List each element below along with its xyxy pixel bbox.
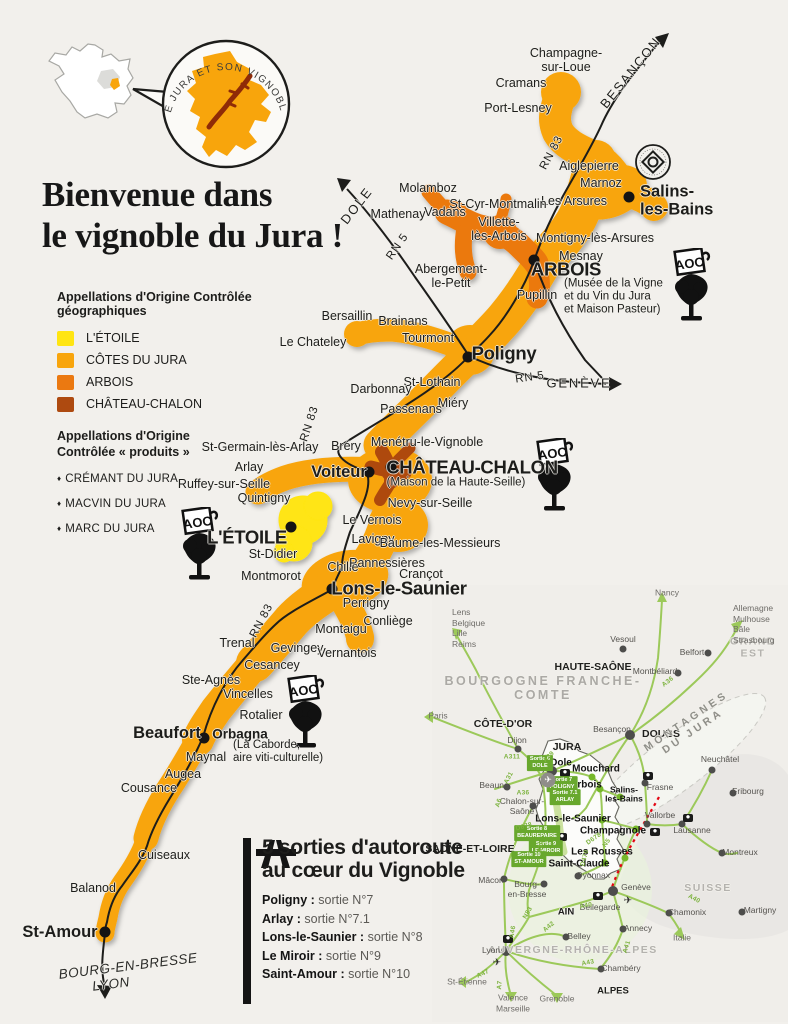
legend-item-label: CHÂTEAU-CHALON bbox=[86, 397, 202, 411]
legend-item-label: L'ÉTOILE bbox=[86, 331, 140, 345]
aoc-grape-glass-icon bbox=[535, 438, 574, 512]
swiss-border-red-dashed bbox=[610, 796, 660, 888]
diamond-bullet-icon: ♦ bbox=[57, 499, 62, 509]
legend-color-swatch bbox=[57, 352, 74, 368]
legend-color-swatch bbox=[57, 330, 74, 346]
legend-color-swatch bbox=[57, 396, 74, 412]
legend-item-label: ARBOIS bbox=[86, 375, 134, 389]
legend-produits-list: ♦ CRÉMANT DU JURA ♦ MACVIN DU JURA ♦ MARC DU … bbox=[57, 473, 337, 535]
highway-exit-line: Arlay : sortie N°7.1 bbox=[262, 910, 492, 929]
france-outline bbox=[48, 43, 134, 119]
motorway-icon bbox=[256, 840, 296, 868]
legend-heading-geographiques: Appellations d'Origine Contrôlée géograp… bbox=[57, 290, 252, 318]
legend-geo-list: L'ÉTOILE CÔTES DU JURA ARBOIS CHÂTEAU-CHALO… bbox=[57, 327, 337, 415]
highway-exit-line: Poligny : sortie N°7 bbox=[262, 891, 492, 910]
aoc-grape-glass-icon bbox=[672, 248, 711, 322]
highway-box-title: 5 sorties d'autoroute au cœur du Vignobl… bbox=[262, 836, 465, 883]
legend-produit-label: MACVIN DU JURA bbox=[65, 498, 166, 511]
legend-produit-label: MARC DU JURA bbox=[65, 523, 155, 536]
legend-item: ARBOIS bbox=[57, 371, 337, 393]
legend-produit-item: ♦ MACVIN DU JURA bbox=[57, 498, 337, 510]
title-line-1: Bienvenue dans bbox=[42, 175, 273, 214]
highway-exit-line: Saint-Amour : sortie N°10 bbox=[262, 965, 492, 984]
france-locator-inset: LE JURA ET SON VIGNOBLE bbox=[0, 0, 291, 169]
diamond-bullet-icon: ♦ bbox=[57, 524, 62, 534]
legend: Appellations d'Origine Contrôlée géograp… bbox=[57, 290, 337, 535]
exit-town: Poligny : bbox=[262, 893, 319, 908]
legend-item-label: CÔTES DU JURA bbox=[86, 353, 187, 367]
exit-number: sortie N°7.1 bbox=[304, 911, 370, 926]
highway-exits-box: 5 sorties d'autoroute au cœur du Vignobl… bbox=[262, 836, 492, 984]
area-cotes-du-jura bbox=[95, 72, 668, 943]
legend-produit-label: CRÉMANT DU JURA bbox=[65, 473, 178, 486]
legend-produit-item: ♦ CRÉMANT DU JURA bbox=[57, 473, 337, 485]
jura-highlight bbox=[110, 78, 120, 90]
diamond-bullet-icon: ♦ bbox=[57, 474, 62, 484]
inset-road-arrows bbox=[424, 592, 743, 1003]
main-road-arrows bbox=[97, 33, 669, 999]
page-title: Bienvenue dans le vignoble du Jura ! bbox=[42, 175, 343, 257]
exit-number: sortie N°7 bbox=[318, 893, 374, 908]
legend-heading-produits: Appellations d'Origine Contrôlée « produ… bbox=[57, 429, 190, 459]
highway-box-rule bbox=[243, 838, 251, 1004]
exit-town: Saint-Amour : bbox=[262, 967, 349, 982]
exit-number: sortie N°9 bbox=[325, 948, 381, 963]
unesco-heritage-emblem-icon bbox=[635, 144, 671, 180]
legend-item: CÔTES DU JURA bbox=[57, 349, 337, 371]
legend-item: L'ÉTOILE bbox=[57, 327, 337, 349]
legend-produit-item: ♦ MARC DU JURA bbox=[57, 523, 337, 535]
title-line-2: le vignoble du Jura ! bbox=[42, 215, 343, 255]
highway-exit-line: Le Miroir : sortie N°9 bbox=[262, 947, 492, 966]
highway-exit-list: Poligny : sortie N°7 Arlay : sortie N°7.1… bbox=[262, 891, 492, 984]
legend-color-swatch bbox=[57, 374, 74, 390]
exit-number: sortie N°8 bbox=[367, 930, 423, 945]
exit-town: Lons-le-Saunier : bbox=[262, 930, 368, 945]
exit-town: Le Miroir : bbox=[262, 948, 326, 963]
aoc-grape-glass-icon bbox=[286, 675, 325, 749]
area-letoile bbox=[273, 491, 333, 563]
legend-item: CHÂTEAU-CHALON bbox=[57, 393, 337, 415]
highway-exit-line: Lons-le-Saunier : sortie N°8 bbox=[262, 928, 492, 947]
exit-town: Arlay : bbox=[262, 911, 305, 926]
exit-number: sortie N°10 bbox=[348, 967, 411, 982]
vineyard-areas bbox=[95, 72, 668, 943]
